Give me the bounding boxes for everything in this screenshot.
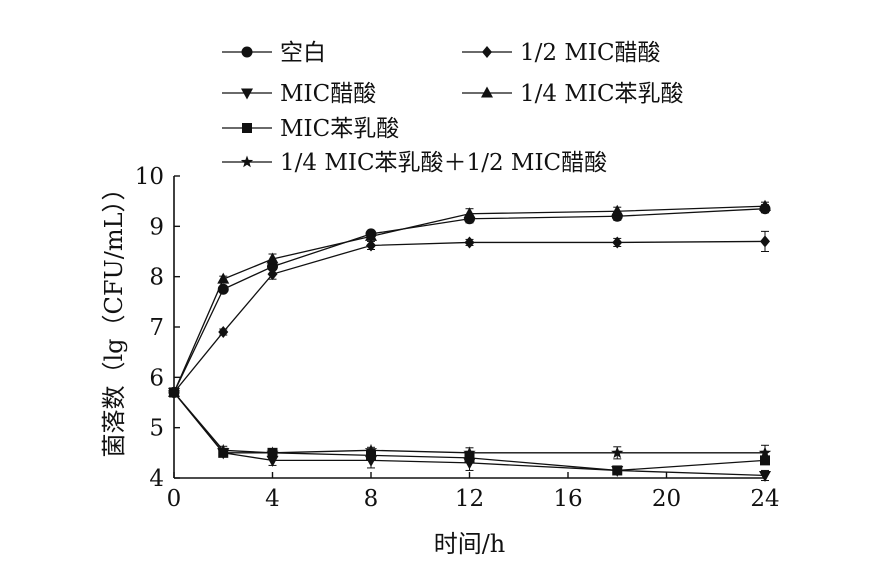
legend-item: 1/4 MIC苯乳酸＋1/2 MIC醋酸 [222, 150, 607, 176]
data-point [267, 268, 278, 281]
series-line [173, 208, 766, 393]
legend-label: MIC醋酸 [280, 81, 376, 107]
x-tick-label: 16 [553, 486, 582, 512]
x-tick-label: 20 [652, 486, 681, 512]
y-tick-label: 5 [149, 416, 164, 442]
legend-label: 1/4 MIC苯乳酸＋1/2 MIC醋酸 [280, 150, 607, 176]
data-point [266, 455, 279, 467]
legend-item: 1/2 MIC醋酸 [462, 40, 661, 66]
data-point [463, 207, 476, 219]
series-4 [168, 199, 771, 397]
series-line [173, 240, 766, 393]
data-point [463, 446, 476, 459]
x-tick-label: 0 [167, 486, 182, 512]
y-tick-label: 10 [135, 164, 164, 190]
legend: 空白 1/2 MIC醋酸 MIC醋酸 1/4 MIC苯乳酸 MIC苯乳酸 1/4 MIC苯… [222, 40, 684, 176]
data-point [365, 229, 377, 241]
legend-item: MIC醋酸 [222, 81, 376, 107]
data-point [266, 252, 279, 264]
y-tick-label: 9 [149, 214, 164, 240]
series-line [173, 205, 766, 393]
series-1 [168, 203, 771, 398]
x-axis-title: 时间/h [434, 530, 506, 558]
series-2 [169, 230, 770, 399]
series-5 [169, 387, 770, 476]
y-tick-label: 4 [149, 466, 164, 492]
legend-item: 空白 [222, 40, 326, 66]
data-point [167, 385, 181, 398]
series-lines [167, 199, 772, 482]
x-tick-label: 8 [364, 486, 379, 512]
legend-marker [481, 86, 493, 98]
legend-marker [242, 123, 252, 133]
legend-marker [240, 155, 254, 168]
data-point [464, 236, 475, 249]
data-point [611, 446, 624, 459]
y-tick-label: 6 [149, 365, 164, 391]
data-point [758, 446, 772, 459]
legend-marker [241, 46, 253, 58]
series-3 [168, 387, 771, 482]
data-point [218, 326, 229, 339]
legend-item: 1/4 MIC苯乳酸 [462, 81, 684, 107]
legend-label: 空白 [280, 40, 326, 66]
data-point [759, 199, 771, 211]
x-tick-label: 24 [750, 486, 779, 512]
data-point [612, 236, 623, 249]
data-point [366, 450, 376, 461]
data-point [364, 443, 378, 456]
legend-label: 1/2 MIC醋酸 [520, 40, 661, 66]
x-tick-label: 4 [265, 486, 280, 512]
legend-label: MIC苯乳酸 [280, 116, 399, 142]
data-point [217, 443, 230, 456]
data-point [612, 465, 623, 476]
legend-item: MIC苯乳酸 [222, 116, 399, 142]
y-tick-label: 7 [149, 315, 164, 341]
y-tick-label: 8 [149, 265, 164, 291]
legend-label: 1/4 MIC苯乳酸 [520, 81, 684, 107]
data-point [611, 204, 624, 216]
x-tick-label: 12 [455, 486, 484, 512]
y-axis-title: 菌落数（lg（CFU/mL）） [100, 176, 128, 457]
legend-marker [482, 46, 492, 58]
data-point [366, 239, 376, 252]
data-point [217, 272, 230, 284]
data-point [760, 235, 770, 248]
series-6 [167, 385, 772, 461]
data-point [759, 470, 771, 482]
data-point [266, 446, 279, 459]
series-line [173, 392, 765, 454]
legend-marker [241, 88, 253, 100]
